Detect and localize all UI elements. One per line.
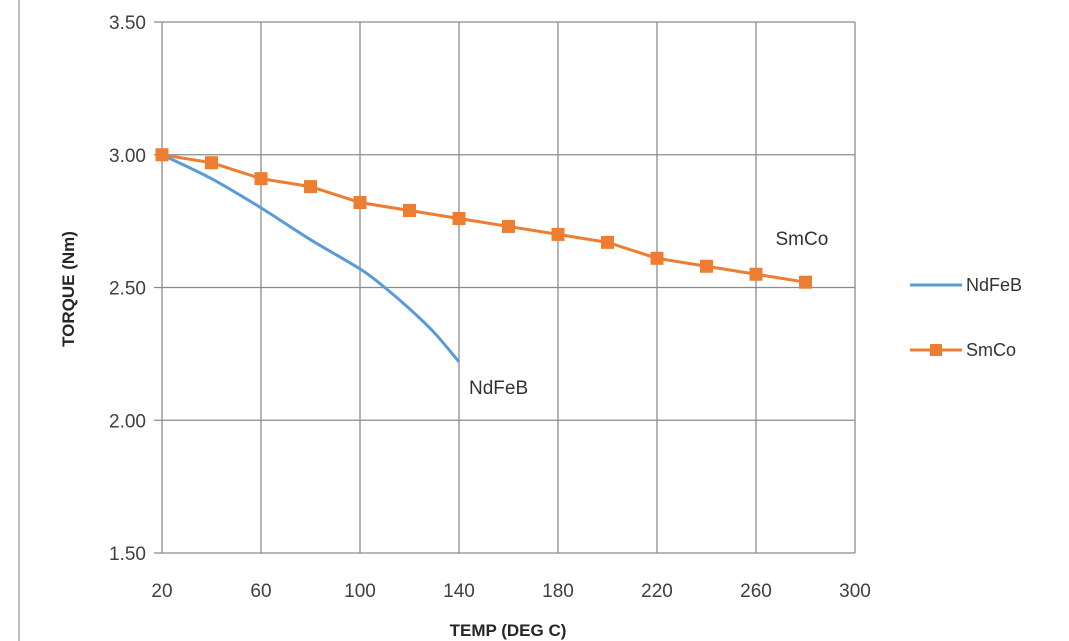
y-tick-label: 2.00 — [109, 411, 146, 432]
y-axis-title: TORQUE (Nm) — [59, 231, 78, 347]
data-point-smco — [452, 211, 466, 225]
data-point-smco — [700, 259, 713, 273]
data-point-smco — [304, 180, 317, 194]
legend-label-smco: SmCo — [966, 340, 1016, 360]
x-tick-label: 100 — [344, 581, 376, 602]
data-point-smco — [155, 148, 169, 162]
x-tick-label: 60 — [250, 581, 271, 602]
x-axis-title: TEMP (DEG C) — [450, 621, 567, 640]
annotation-ndfeb: NdFeB — [469, 378, 528, 399]
data-point-smco — [551, 227, 565, 241]
data-point-smco — [601, 235, 614, 249]
y-tick-label: 2.50 — [109, 279, 146, 300]
legend-label-ndfeb: NdFeB — [966, 275, 1022, 295]
series-line-smco — [161, 153, 806, 284]
data-point-smco — [353, 196, 367, 210]
y-tick-label: 3.50 — [109, 13, 146, 34]
y-tick-label: 1.50 — [109, 544, 146, 565]
gridlines — [154, 21, 856, 554]
data-point-smco — [403, 204, 416, 218]
data-point-smco — [254, 172, 268, 186]
legend: NdFeB SmCo — [910, 275, 1022, 360]
legend-marker-smco — [930, 344, 942, 356]
series-line-ndfeb — [161, 153, 461, 363]
chart-frame-border — [18, 0, 20, 641]
x-tick-label: 220 — [641, 581, 673, 602]
data-point-smco — [650, 251, 664, 265]
data-point-smco — [799, 275, 812, 289]
x-tick-label: 260 — [740, 581, 772, 602]
x-tick-label: 140 — [443, 581, 475, 602]
y-tick-label: 3.00 — [109, 146, 146, 167]
data-point-smco — [502, 219, 515, 233]
x-tick-label: 180 — [542, 581, 574, 602]
tick-labels: 20 60 100 140 180 220 260 300 1.50 2.00 2.50 3.00 3.… — [109, 13, 871, 602]
series-layer — [155, 148, 812, 363]
data-point-smco — [205, 156, 218, 170]
data-point-smco — [749, 267, 763, 281]
annotation-smco: SmCo — [776, 229, 829, 250]
x-tick-label: 20 — [151, 581, 172, 602]
x-tick-label: 300 — [839, 581, 871, 602]
